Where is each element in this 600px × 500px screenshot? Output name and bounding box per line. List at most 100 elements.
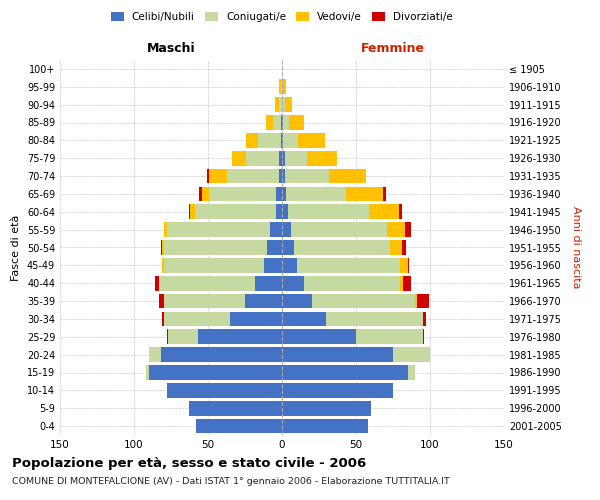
Bar [164, 294, 245, 308]
Bar [209, 168, 227, 184]
Bar [282, 222, 291, 237]
Bar [273, 115, 281, 130]
Text: Maschi: Maschi [146, 42, 196, 54]
Bar [304, 276, 400, 290]
Bar [294, 240, 390, 255]
Bar [282, 98, 285, 112]
Bar [247, 151, 279, 166]
Bar [281, 80, 282, 94]
Bar [161, 348, 282, 362]
Bar [266, 115, 273, 130]
Bar [164, 222, 167, 237]
Bar [279, 151, 282, 166]
Bar [162, 240, 164, 255]
Bar [415, 294, 416, 308]
Bar [422, 330, 424, 344]
Bar [197, 330, 282, 344]
Bar [276, 186, 282, 201]
Bar [402, 240, 406, 255]
Bar [159, 294, 164, 308]
Bar [194, 204, 276, 219]
Bar [206, 168, 209, 184]
Bar [408, 258, 409, 272]
Bar [282, 133, 283, 148]
Bar [416, 294, 428, 308]
Bar [189, 204, 190, 219]
Y-axis label: Anni di nascita: Anni di nascita [571, 206, 581, 289]
Text: Femmine: Femmine [361, 42, 425, 54]
Bar [282, 294, 311, 308]
Bar [149, 348, 161, 362]
Bar [247, 133, 259, 148]
Bar [282, 330, 356, 344]
Bar [285, 151, 307, 166]
Bar [264, 258, 282, 272]
Bar [282, 276, 304, 290]
Bar [387, 222, 405, 237]
Bar [149, 365, 282, 380]
Bar [307, 151, 337, 166]
Bar [164, 258, 264, 272]
Bar [245, 294, 282, 308]
Bar [282, 186, 286, 201]
Bar [196, 419, 282, 434]
Bar [282, 240, 294, 255]
Bar [189, 401, 282, 415]
Bar [408, 365, 415, 380]
Bar [282, 365, 408, 380]
Bar [311, 294, 415, 308]
Bar [282, 383, 393, 398]
Bar [167, 330, 168, 344]
Bar [279, 168, 282, 184]
Bar [390, 240, 402, 255]
Bar [275, 98, 279, 112]
Bar [282, 348, 393, 362]
Bar [282, 115, 283, 130]
Bar [282, 151, 285, 166]
Bar [161, 240, 162, 255]
Bar [162, 258, 164, 272]
Bar [283, 133, 298, 148]
Bar [279, 80, 281, 94]
Bar [167, 222, 270, 237]
Bar [422, 312, 425, 326]
Bar [279, 98, 282, 112]
Bar [209, 186, 276, 201]
Bar [162, 312, 164, 326]
Bar [159, 276, 256, 290]
Bar [282, 204, 288, 219]
Bar [370, 204, 399, 219]
Y-axis label: Fasce di età: Fasce di età [11, 214, 21, 280]
Bar [282, 401, 371, 415]
Bar [232, 151, 247, 166]
Bar [383, 186, 386, 201]
Bar [356, 330, 422, 344]
Bar [400, 258, 408, 272]
Bar [283, 80, 286, 94]
Bar [289, 115, 304, 130]
Bar [167, 383, 282, 398]
Bar [399, 204, 402, 219]
Bar [400, 276, 403, 290]
Bar [291, 222, 387, 237]
Text: Popolazione per età, sesso e stato civile - 2006: Popolazione per età, sesso e stato civil… [12, 458, 366, 470]
Bar [267, 240, 282, 255]
Bar [282, 419, 368, 434]
Bar [164, 240, 267, 255]
Bar [155, 276, 159, 290]
Bar [256, 276, 282, 290]
Bar [298, 133, 325, 148]
Bar [283, 115, 289, 130]
Bar [230, 312, 282, 326]
Bar [276, 204, 282, 219]
Bar [282, 258, 297, 272]
Bar [227, 168, 279, 184]
Bar [270, 222, 282, 237]
Bar [282, 312, 326, 326]
Bar [190, 204, 194, 219]
Legend: Celibi/Nubili, Coniugati/e, Vedovi/e, Divorziati/e: Celibi/Nubili, Coniugati/e, Vedovi/e, Di… [107, 8, 457, 26]
Bar [202, 186, 209, 201]
Bar [329, 168, 367, 184]
Bar [285, 168, 329, 184]
Bar [286, 186, 346, 201]
